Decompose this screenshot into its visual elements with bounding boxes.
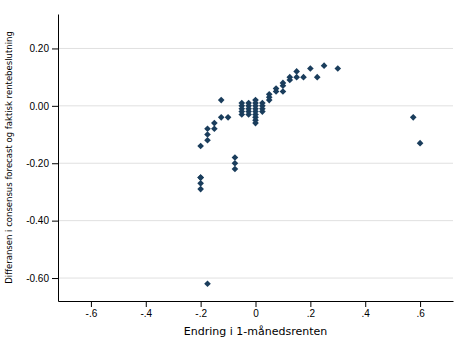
- x-axis: -.6 -.4 -.2 0 .2 .4 .6: [59, 301, 454, 319]
- tick-mark: [256, 301, 257, 307]
- tick-label: -0.60: [26, 273, 49, 284]
- chart: -.6 -.4 -.2 0 .2 .4 .6 -0.60 -0.40 -0.20 0.00 0.20 E…: [0, 0, 469, 343]
- axis-line: [58, 15, 59, 302]
- point: [307, 65, 314, 72]
- tick-mark: [52, 221, 58, 222]
- point: [211, 120, 218, 127]
- point: [197, 174, 204, 181]
- point: [293, 74, 300, 81]
- tick: -.2: [195, 301, 207, 319]
- point: [410, 114, 417, 121]
- point: [204, 125, 211, 132]
- tick-mark: [52, 163, 58, 164]
- tick-label: 0.00: [30, 101, 50, 112]
- points: [197, 62, 423, 287]
- tick: -0.20: [26, 158, 58, 169]
- tick: -0.40: [26, 215, 58, 226]
- tick: .6: [416, 301, 425, 319]
- grid-line: [58, 278, 453, 279]
- point: [245, 100, 252, 107]
- point: [204, 131, 211, 138]
- point: [218, 114, 225, 121]
- point: [273, 85, 280, 92]
- y-axis-title: Differansen i consensus forecast og fakt…: [4, 31, 14, 284]
- tick: 0.00: [30, 101, 58, 112]
- point: [218, 97, 225, 104]
- grid: [58, 48, 453, 278]
- y-axis: -0.60 -0.40 -0.20 0.00 0.20: [26, 15, 58, 302]
- point: [252, 120, 259, 127]
- point: [259, 100, 266, 107]
- tick-label: -.2: [195, 308, 207, 319]
- point: [232, 160, 239, 167]
- tick-label: -.4: [140, 308, 152, 319]
- tick-mark: [146, 301, 147, 307]
- point: [211, 125, 218, 132]
- point: [321, 62, 328, 69]
- tick: 0.20: [30, 43, 58, 54]
- tick-label: 0: [253, 308, 259, 319]
- point: [204, 137, 211, 144]
- tick: 0: [253, 301, 259, 319]
- tick: -0.60: [26, 273, 58, 284]
- tick-label: -0.40: [26, 215, 49, 226]
- plot-area: -.6 -.4 -.2 0 .2 .4 .6 -0.60 -0.40 -0.20 0.00 0.20: [26, 15, 453, 320]
- tick-label: -0.20: [26, 158, 49, 169]
- tick-mark: [52, 278, 58, 279]
- tick-label: -.6: [86, 308, 98, 319]
- tick-label: .2: [307, 308, 316, 319]
- tick: -.6: [86, 301, 98, 319]
- tick-mark: [310, 301, 311, 307]
- point: [314, 74, 321, 81]
- point: [417, 140, 424, 147]
- tick-mark: [52, 48, 58, 49]
- point: [286, 74, 293, 81]
- point: [197, 180, 204, 187]
- grid-line: [58, 163, 453, 164]
- point: [280, 88, 287, 95]
- point: [225, 114, 232, 121]
- point: [280, 80, 287, 87]
- point: [238, 111, 245, 118]
- point: [232, 166, 239, 173]
- point: [334, 65, 341, 72]
- tick-label: .6: [416, 308, 425, 319]
- tick: .4: [362, 301, 371, 319]
- tick: .2: [307, 301, 316, 319]
- point: [266, 91, 273, 98]
- tick: -.4: [140, 301, 152, 319]
- tick-mark: [91, 301, 92, 307]
- point: [252, 97, 259, 104]
- x-axis-title: Endring i 1-månedsrenten: [184, 325, 327, 338]
- point: [197, 186, 204, 193]
- point: [293, 68, 300, 75]
- tick-mark: [365, 301, 366, 307]
- grid-line: [58, 220, 453, 221]
- point: [204, 280, 211, 287]
- point: [238, 100, 245, 107]
- grid-line: [58, 48, 453, 49]
- tick-mark: [52, 106, 58, 107]
- tick-label: 0.20: [30, 43, 50, 54]
- point: [197, 143, 204, 150]
- point: [300, 74, 307, 81]
- tick-mark: [201, 301, 202, 307]
- tick-mark: [420, 301, 421, 307]
- point: [232, 154, 239, 161]
- tick-label: .4: [362, 308, 371, 319]
- point: [197, 174, 204, 181]
